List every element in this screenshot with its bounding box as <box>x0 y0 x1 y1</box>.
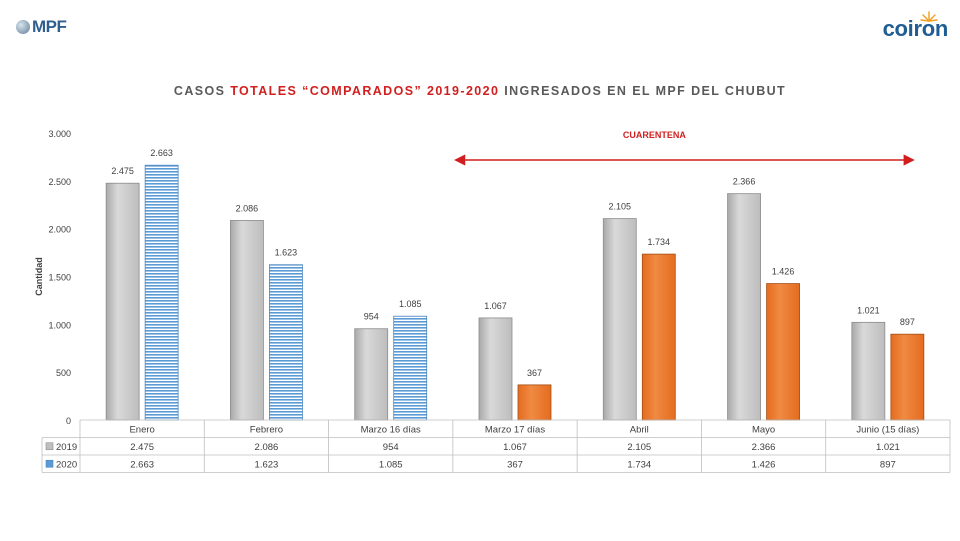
quarantine-label: CUARENTENA <box>623 130 687 140</box>
table-cell-2020: 1.734 <box>627 459 651 470</box>
data-label-2019: 2.366 <box>733 177 756 187</box>
chart-title: CASOS TOTALES “COMPARADOS” 2019-2020 ING… <box>0 84 960 98</box>
y-tick-label: 3.000 <box>48 129 71 139</box>
data-label-2020: 897 <box>900 317 915 327</box>
x-tick-label: Mayo <box>752 425 775 436</box>
table-cell-2020: 1.085 <box>379 459 403 470</box>
legend-swatch-2020 <box>45 459 54 468</box>
bar-2019 <box>602 218 637 421</box>
y-tick-label: 500 <box>56 368 71 378</box>
mpf-logo-text: MPF <box>32 17 67 36</box>
data-label-2019: 1.067 <box>484 301 507 311</box>
y-tick-label: 2.500 <box>48 177 71 187</box>
data-label-2020: 1.623 <box>275 248 298 258</box>
sun-icon <box>920 11 938 22</box>
chart-title-part3: INGRESADOS EN EL MPF DEL CHUBUT <box>499 84 787 98</box>
table-cell-2020: 2.663 <box>130 459 154 470</box>
data-label-2020: 1.734 <box>648 237 671 247</box>
table-cell-2019: 2.475 <box>130 442 154 453</box>
x-tick-label: Enero <box>129 425 154 436</box>
legend-swatch-2019 <box>45 442 54 451</box>
bar-2019 <box>727 193 761 421</box>
bar-2020 <box>393 315 428 421</box>
x-tick-label: Junio (15 días) <box>856 425 919 436</box>
bar-2019 <box>105 182 140 421</box>
bar-2019 <box>851 321 886 421</box>
bar-2020 <box>269 264 303 421</box>
data-label-2019: 2.086 <box>236 203 259 213</box>
bar-2020 <box>517 384 552 421</box>
data-label-2020: 2.663 <box>150 148 173 158</box>
table-cell-2020: 367 <box>507 459 523 470</box>
y-tick-label: 1.000 <box>48 320 71 330</box>
data-label-2019: 2.105 <box>609 202 632 212</box>
bar-2020 <box>641 253 676 421</box>
bar-2019 <box>230 220 264 421</box>
bar-2020 <box>890 333 925 421</box>
x-tick-label: Febrero <box>250 425 283 436</box>
legend-label-2020: 2020 <box>56 459 77 470</box>
mpf-logo: MPF <box>16 15 67 39</box>
x-tick-label: Abril <box>630 425 649 436</box>
mpf-logo-icon <box>16 20 30 34</box>
data-label-2019: 1.021 <box>857 305 880 315</box>
x-tick-label: Marzo 17 días <box>485 425 545 436</box>
y-axis-label: Cantidad <box>34 257 44 296</box>
data-label-2020: 1.085 <box>399 299 422 309</box>
bar-2019 <box>354 328 389 421</box>
chart-title-part1: CASOS <box>173 84 231 98</box>
y-tick-label: 0 <box>66 416 71 426</box>
table-cell-2020: 897 <box>880 459 896 470</box>
data-label-2020: 1.426 <box>772 267 795 277</box>
table-cell-2020: 1.623 <box>255 459 279 470</box>
x-tick-label: Marzo 16 días <box>361 425 421 436</box>
table-cell-2020: 1.426 <box>752 459 776 470</box>
legend-label-2019: 2019 <box>56 442 77 453</box>
table-cell-2019: 2.105 <box>627 442 651 453</box>
bar-2020 <box>144 164 179 421</box>
table-cell-2019: 2.366 <box>752 442 776 453</box>
y-tick-label: 2.000 <box>48 225 71 235</box>
table-cell-2019: 2.086 <box>255 442 279 453</box>
y-tick-label: 1.500 <box>48 273 71 283</box>
bar-2020 <box>766 283 800 421</box>
data-label-2020: 367 <box>527 368 542 378</box>
table-cell-2019: 1.021 <box>876 442 900 453</box>
coiron-logo: coiron <box>883 11 948 42</box>
table-cell-2019: 1.067 <box>503 442 527 453</box>
data-label-2019: 2.475 <box>111 166 134 176</box>
data-label-2019: 954 <box>364 312 379 322</box>
chart-title-highlight: TOTALES “COMPARADOS” 2019-2020 <box>230 84 500 98</box>
bar-2019 <box>478 317 513 421</box>
table-cell-2019: 954 <box>383 442 399 453</box>
